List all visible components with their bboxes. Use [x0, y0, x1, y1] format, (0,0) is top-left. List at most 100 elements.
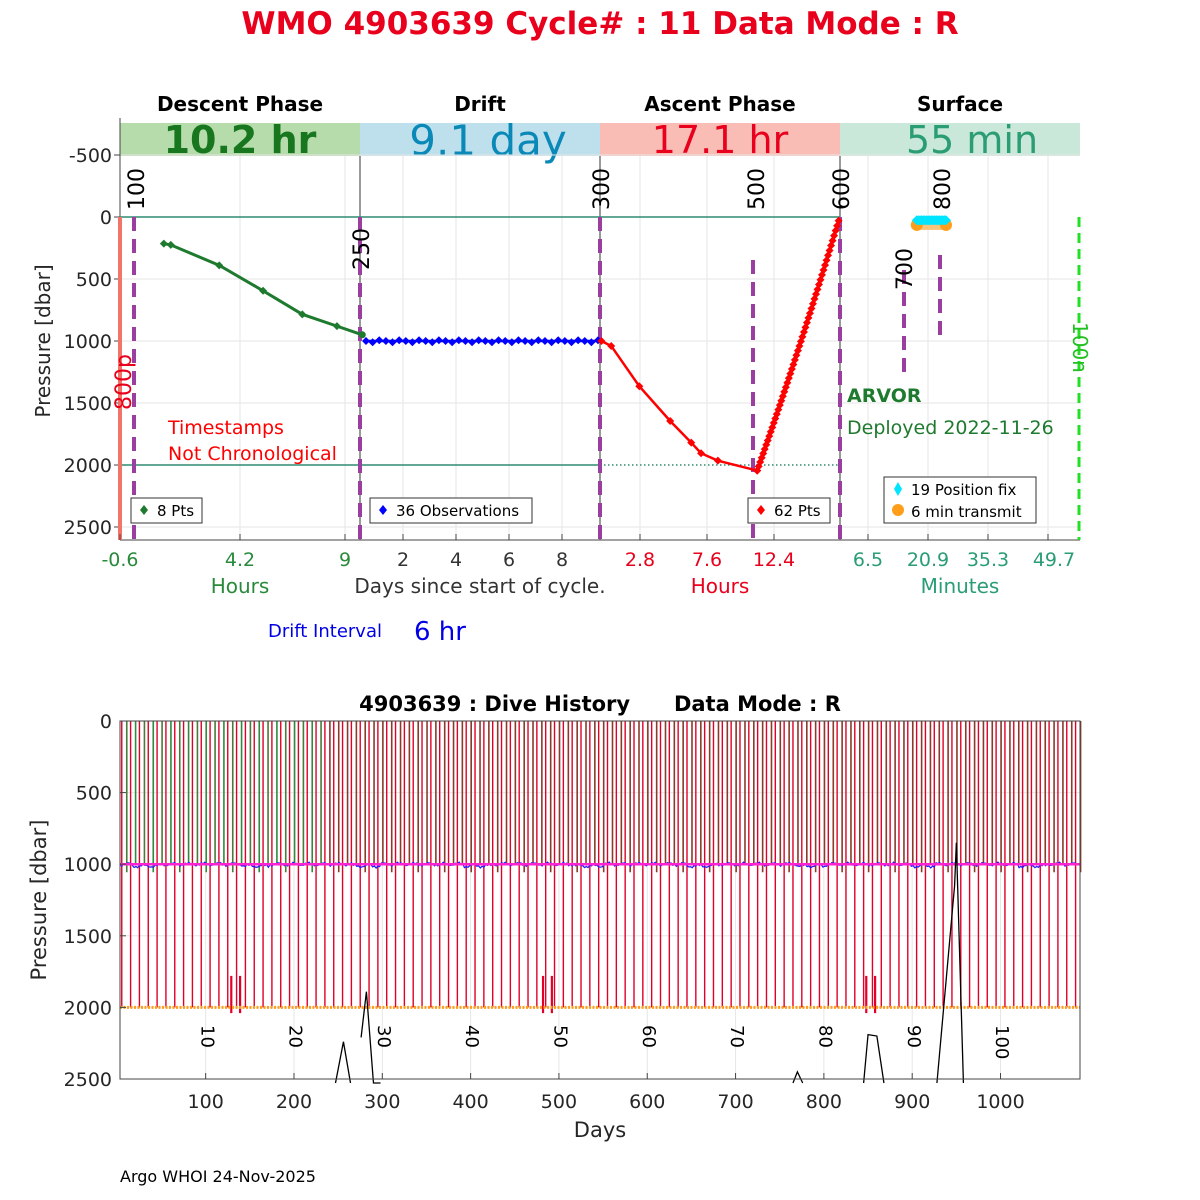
cycle-label: 50	[550, 1025, 571, 1048]
xlabel-ascent: Hours	[691, 574, 750, 598]
xtick-surface: 35.3	[967, 549, 1009, 571]
legend-ascent-label: 62 Pts	[774, 502, 821, 520]
legend-ascent: 62 Pts	[747, 497, 831, 524]
top-ytick-label: -500	[69, 145, 112, 167]
drift-point	[514, 336, 523, 345]
drift-point	[381, 337, 390, 345]
xtick-drift: 8	[556, 549, 568, 571]
drift-point	[408, 338, 417, 347]
legend-marker	[894, 482, 902, 496]
drift-interval-label: Drift Interval	[268, 621, 382, 642]
xtick-ascent: 2.8	[625, 549, 655, 571]
marker-label: 500	[745, 168, 770, 210]
drift-point	[567, 338, 576, 347]
footer-credit: Argo WHOI 24-Nov-2025	[120, 1167, 316, 1186]
phase-name-ascent: Ascent Phase	[644, 92, 795, 116]
warning-line-2: Not Chronological	[168, 443, 337, 465]
descent-series	[159, 239, 366, 339]
drift-series	[362, 336, 602, 347]
drift-point	[428, 338, 437, 347]
descent-point	[298, 310, 307, 319]
deployed-date: Deployed 2022-11-26	[847, 417, 1054, 439]
bottom-ytick-label: 1000	[64, 854, 112, 876]
drift-point	[554, 336, 563, 345]
cycle-label: 10	[196, 1025, 217, 1048]
drift-point	[362, 337, 370, 345]
drift-point	[368, 338, 377, 347]
marker-label: 600	[830, 168, 855, 210]
depth-trace	[360, 991, 381, 1084]
bottom-ytick-label: 0	[100, 711, 112, 733]
bottom-xtick-label: 900	[894, 1091, 930, 1113]
descent-point	[332, 322, 341, 331]
bottom-xlabel: Days	[574, 1118, 626, 1142]
depth-trace	[862, 1033, 885, 1084]
xtick-descent: -0.6	[101, 549, 138, 571]
descent-point	[166, 240, 175, 249]
drift-point	[481, 337, 490, 345]
top-ytick-label: 2000	[64, 455, 112, 477]
marker-label-100n: 100n	[1068, 322, 1092, 373]
xtick-descent: 9	[339, 549, 351, 571]
purple-markers	[132, 217, 942, 540]
drift-point	[401, 337, 410, 345]
drift-point	[441, 337, 450, 345]
dive-history-title: 4903639 : Dive History Data Mode : R	[359, 692, 841, 716]
legend-descent: 8 Pts	[130, 497, 203, 524]
drift-point	[415, 336, 424, 345]
drift-point	[395, 336, 404, 345]
ascent-series	[597, 216, 843, 475]
legend-marker	[140, 505, 148, 515]
ascent-descent-line	[600, 339, 758, 472]
bottom-ytick-label: 2500	[64, 1069, 112, 1091]
drift-point	[580, 337, 589, 345]
position-fix-point	[941, 215, 951, 226]
drift-point	[540, 337, 549, 345]
drift-point	[521, 337, 530, 345]
cycle-label: 90	[903, 1025, 924, 1048]
drift-interval-value: 6 hr	[414, 617, 466, 647]
drift-point	[461, 337, 470, 345]
bottom-panel: 4903639 : Dive History Data Mode : R 10 2…	[27, 692, 1082, 1142]
descent-point	[159, 239, 168, 248]
top-panel: Descent Phase Drift Ascent Phase Surface…	[31, 92, 1092, 647]
xtick-surface: 6.5	[853, 549, 883, 571]
legend-marker	[892, 504, 904, 516]
drift-point	[375, 336, 384, 345]
ascent-point	[713, 456, 722, 465]
xlabel-descent: Hours	[211, 574, 270, 598]
ascent-point	[687, 438, 696, 447]
cycle-label: 70	[726, 1025, 747, 1048]
bottom-xtick-label: 400	[452, 1091, 488, 1113]
depth-trace	[792, 1070, 804, 1084]
top-x-ticks	[119, 534, 1049, 540]
phase-band-drift	[360, 123, 600, 156]
drift-point	[587, 338, 596, 347]
bottom-xtick-label: 700	[717, 1091, 753, 1113]
drift-point	[487, 338, 496, 347]
xlabel-drift: Days since start of cycle.	[354, 574, 605, 598]
drift-point	[501, 337, 510, 345]
xtick-drift: 6	[503, 549, 515, 571]
drift-point	[527, 338, 536, 347]
cycle-label: 80	[814, 1025, 835, 1048]
xtick-drift: 2	[397, 549, 409, 571]
bottom-ytick-label: 2000	[64, 997, 112, 1019]
legend-drift: 36 Observations	[369, 497, 533, 524]
bottom-ylabel: Pressure [dbar]	[27, 820, 51, 981]
ascent-point	[834, 216, 843, 225]
descent-point	[259, 286, 268, 295]
drift-point	[494, 336, 503, 345]
bottom-grid	[120, 721, 1080, 1079]
marker-label-800p: 800p	[112, 354, 137, 410]
bottom-xtick-label: 100	[188, 1091, 224, 1113]
drift-point	[474, 336, 483, 345]
drift-point	[534, 336, 543, 345]
bottom-xtick-label: 500	[541, 1091, 577, 1113]
phase-band-surface	[840, 123, 1080, 156]
bottom-xtick-label: 200	[276, 1091, 312, 1113]
marker-label: 300	[590, 168, 615, 210]
xtick-descent: 4.2	[225, 549, 255, 571]
legend-descent-label: 8 Pts	[157, 502, 194, 520]
xtick-ascent: 12.4	[753, 549, 795, 571]
